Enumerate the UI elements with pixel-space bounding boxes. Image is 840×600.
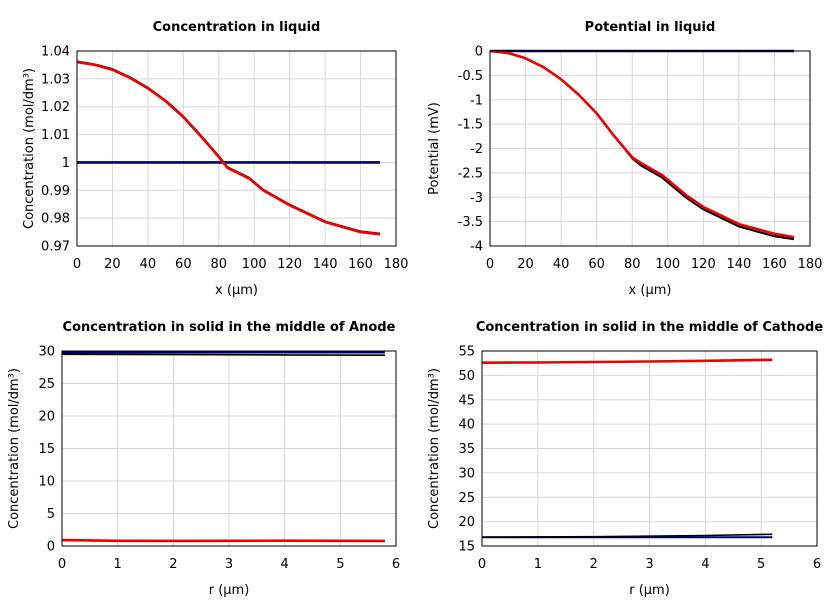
- plot-frame: [489, 50, 811, 247]
- series-line-2: [489, 50, 795, 241]
- x-tick-label: 20: [104, 257, 121, 272]
- y-tick-label: 1.02: [41, 100, 70, 115]
- y-tick-label: 35: [458, 442, 475, 457]
- x-tick-label: 0: [58, 557, 66, 572]
- x-tick-label: 4: [281, 557, 289, 572]
- y-tick-label: 1.01: [41, 128, 70, 143]
- x-tick-label: 100: [242, 257, 267, 272]
- series-line-3: [61, 538, 385, 543]
- x-tick-label: 180: [384, 257, 409, 272]
- y-tick-label: 30: [458, 466, 475, 481]
- y-tick-label: 55: [458, 345, 475, 360]
- x-tick-label: 60: [175, 257, 192, 272]
- series-line-3: [481, 358, 773, 365]
- y-tick-label: -2: [470, 142, 483, 157]
- series-line-3: [489, 49, 795, 239]
- chart-title: Concentration in liquid: [153, 20, 321, 35]
- plot-frame: [76, 50, 397, 247]
- y-tick-label: -1.5: [458, 118, 483, 133]
- x-tick-label: 160: [348, 257, 373, 272]
- y-tick-label: -3: [470, 191, 483, 206]
- y-tick-label: -2.5: [458, 166, 483, 181]
- x-axis-label: r (µm): [209, 583, 250, 598]
- y-tick-label: -1: [470, 93, 483, 108]
- x-tick-label: 6: [392, 557, 400, 572]
- y-axis-label: Concentration (mol/dm³): [22, 68, 37, 229]
- y-tick-label: 1.04: [41, 45, 70, 60]
- y-tick-label: 10: [38, 475, 55, 490]
- y-tick-label: -4: [470, 240, 483, 255]
- y-tick-label: 5: [47, 507, 55, 522]
- x-tick-label: 40: [553, 257, 570, 272]
- chart-panel-3: 0 1 2 3 4 5 6 0 5 10 15 20 25 30 Concentration in soli…: [7, 320, 400, 598]
- chart-title: Concentration in solid in the middle of …: [63, 320, 396, 335]
- series-line-3: [76, 60, 381, 236]
- x-tick-label: 60: [588, 257, 605, 272]
- x-axis-label: r (µm): [629, 583, 670, 598]
- x-tick-label: 2: [169, 557, 177, 572]
- y-tick-label: 1.03: [41, 72, 70, 87]
- y-tick-label: 25: [38, 377, 55, 392]
- y-tick-label: 50: [458, 369, 475, 384]
- y-axis-label: Potential (mV): [427, 102, 442, 195]
- chart-title: Potential in liquid: [585, 20, 716, 35]
- y-tick-label: 0: [475, 45, 483, 60]
- x-tick-label: 4: [701, 557, 709, 572]
- chart-title: Concentration in solid in the middle of …: [476, 320, 824, 335]
- x-tick-label: 80: [624, 257, 641, 272]
- x-tick-label: 1: [534, 557, 542, 572]
- series-line-2: [76, 60, 381, 235]
- chart-panel-1: 0 20 40 60 80 100 120 140 160 180 0.97 0.98 0.99 1 1.0…: [22, 20, 408, 298]
- x-tick-label: 140: [726, 257, 751, 272]
- y-tick-label: 0.97: [41, 240, 70, 255]
- y-axis-label: Concentration (mol/dm³): [427, 368, 442, 529]
- y-tick-label: 40: [458, 418, 475, 433]
- y-tick-label: 0: [47, 540, 55, 555]
- y-tick-label: 0.99: [41, 184, 70, 199]
- x-tick-label: 100: [655, 257, 680, 272]
- x-tick-label: 3: [225, 557, 233, 572]
- x-tick-label: 5: [336, 557, 344, 572]
- y-tick-label: 15: [38, 442, 55, 457]
- series-line-2: [61, 353, 385, 357]
- x-tick-label: 3: [645, 557, 653, 572]
- y-tick-label: 20: [38, 410, 55, 425]
- series-line-2: [481, 533, 773, 539]
- y-tick-label: 25: [458, 491, 475, 506]
- x-tick-label: 80: [211, 257, 228, 272]
- x-tick-label: 0: [478, 557, 486, 572]
- y-tick-label: 30: [38, 345, 55, 360]
- x-tick-label: 2: [590, 557, 598, 572]
- x-tick-label: 160: [762, 257, 787, 272]
- x-tick-label: 120: [277, 257, 302, 272]
- y-tick-label: 20: [458, 515, 475, 530]
- chart-panel-2: 0 20 40 60 80 100 120 140 160 180 -4 -3.5 -3 -2.5 -2 -1…: [427, 20, 822, 298]
- x-tick-label: 20: [517, 257, 534, 272]
- y-axis-label: Concentration (mol/dm³): [7, 368, 22, 529]
- x-tick-label: 5: [757, 557, 765, 572]
- x-tick-label: 180: [798, 257, 823, 272]
- x-tick-label: 40: [140, 257, 157, 272]
- y-tick-label: 45: [458, 393, 475, 408]
- x-axis-label: x (µm): [629, 283, 672, 298]
- x-tick-label: 0: [73, 257, 81, 272]
- plot-frame: [61, 350, 397, 547]
- y-tick-label: 1: [62, 156, 70, 171]
- x-tick-label: 1: [114, 557, 122, 572]
- x-tick-label: 120: [691, 257, 716, 272]
- y-tick-label: -0.5: [458, 69, 483, 84]
- x-tick-label: 140: [313, 257, 338, 272]
- y-tick-label: 15: [458, 540, 475, 555]
- y-tick-label: 0.98: [41, 212, 70, 227]
- x-tick-label: 0: [486, 257, 494, 272]
- y-tick-label: -3.5: [458, 215, 483, 230]
- plot-frame: [481, 350, 818, 547]
- x-axis-label: x (µm): [215, 283, 258, 298]
- x-tick-label: 6: [813, 557, 821, 572]
